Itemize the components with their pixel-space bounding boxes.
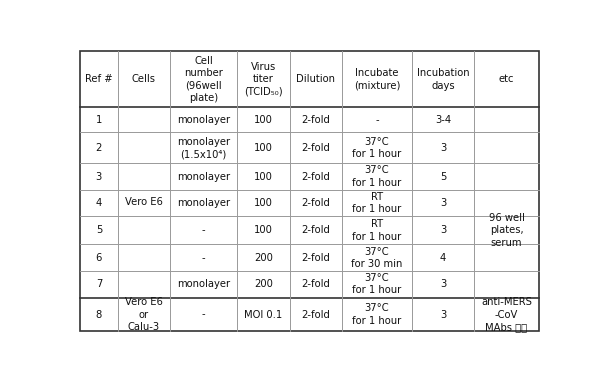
Text: 2-fold: 2-fold [301, 226, 330, 235]
Text: 37°C
for 1 hour: 37°C for 1 hour [352, 166, 402, 188]
Text: 3: 3 [440, 143, 446, 153]
Text: Vero E6
or
Calu-3: Vero E6 or Calu-3 [125, 297, 162, 332]
Text: etc: etc [499, 74, 514, 85]
Text: 2-fold: 2-fold [301, 253, 330, 263]
Text: Incubation
days: Incubation days [417, 68, 469, 91]
Text: 8: 8 [96, 310, 102, 319]
Text: RT
for 1 hour: RT for 1 hour [352, 192, 402, 215]
Text: 2-fold: 2-fold [301, 115, 330, 125]
Text: 6: 6 [95, 253, 102, 263]
Text: anti-MERS
-CoV
MAbs 사용: anti-MERS -CoV MAbs 사용 [481, 297, 532, 332]
Text: 3: 3 [440, 310, 446, 319]
Text: Cell
number
(96well
plate): Cell number (96well plate) [184, 56, 223, 103]
Text: -: - [202, 310, 205, 319]
Text: 5: 5 [440, 172, 446, 182]
Text: 5: 5 [95, 226, 102, 235]
Text: 2: 2 [95, 143, 102, 153]
Text: 2-fold: 2-fold [301, 279, 330, 289]
Text: Vero E6: Vero E6 [125, 197, 162, 207]
Text: -: - [202, 253, 205, 263]
Text: 96 well
plates,
serum: 96 well plates, serum [489, 213, 524, 248]
Text: -: - [375, 115, 379, 125]
Text: 2-fold: 2-fold [301, 198, 330, 208]
Text: 37°C
for 1 hour: 37°C for 1 hour [352, 273, 402, 296]
Text: 3-4: 3-4 [435, 115, 451, 125]
Text: monolayer: monolayer [177, 198, 230, 208]
Text: RT
for 1 hour: RT for 1 hour [352, 219, 402, 242]
Text: 4: 4 [96, 198, 102, 208]
Text: Cells: Cells [132, 74, 156, 85]
Text: 2-fold: 2-fold [301, 143, 330, 153]
Text: 100: 100 [254, 198, 273, 208]
Text: 2-fold: 2-fold [301, 172, 330, 182]
Text: monolayer: monolayer [177, 115, 230, 125]
Text: monolayer: monolayer [177, 279, 230, 289]
Text: 3: 3 [440, 226, 446, 235]
Text: Incubate
(mixture): Incubate (mixture) [354, 68, 400, 91]
Text: 200: 200 [254, 253, 273, 263]
Text: 3: 3 [96, 172, 102, 182]
Text: 3: 3 [440, 279, 446, 289]
Text: MOI 0.1: MOI 0.1 [244, 310, 283, 319]
Text: Ref #: Ref # [85, 74, 113, 85]
Text: monolayer: monolayer [177, 172, 230, 182]
Text: 2-fold: 2-fold [301, 310, 330, 319]
Text: 100: 100 [254, 226, 273, 235]
Text: 7: 7 [95, 279, 102, 289]
Text: Dilution: Dilution [297, 74, 335, 85]
Text: 1: 1 [95, 115, 102, 125]
Text: 100: 100 [254, 172, 273, 182]
Text: 37°C
for 1 hour: 37°C for 1 hour [352, 137, 402, 159]
Text: 37°C
for 30 min: 37°C for 30 min [351, 247, 402, 269]
Text: -: - [202, 226, 205, 235]
Text: monolayer
(1.5x10⁴): monolayer (1.5x10⁴) [177, 137, 230, 159]
Text: Virus
titer
(TCID₅₀): Virus titer (TCID₅₀) [244, 62, 283, 97]
Text: 200: 200 [254, 279, 273, 289]
Text: 4: 4 [440, 253, 446, 263]
Text: 100: 100 [254, 115, 273, 125]
Text: 3: 3 [440, 198, 446, 208]
Text: 100: 100 [254, 143, 273, 153]
Text: 37°C
for 1 hour: 37°C for 1 hour [352, 303, 402, 326]
